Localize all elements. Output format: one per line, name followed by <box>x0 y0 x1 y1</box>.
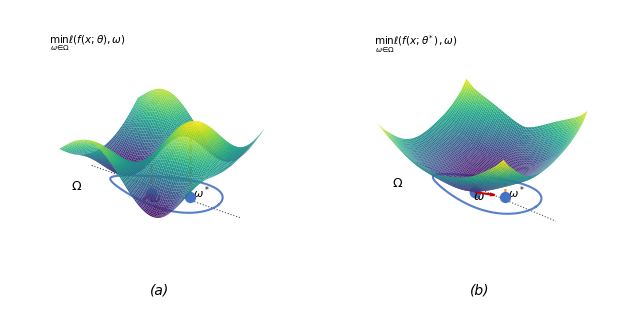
Text: $\min_{\omega \in \Omega} \ell(f(x; \theta), \omega)$: $\min_{\omega \in \Omega} \ell(f(x; \the… <box>49 33 125 53</box>
Text: $\min_{\omega \in \Omega} \ell(f(x; \theta^*), \omega)$: $\min_{\omega \in \Omega} \ell(f(x; \the… <box>374 33 458 55</box>
Text: (b): (b) <box>470 283 490 297</box>
Text: (a): (a) <box>150 283 170 297</box>
